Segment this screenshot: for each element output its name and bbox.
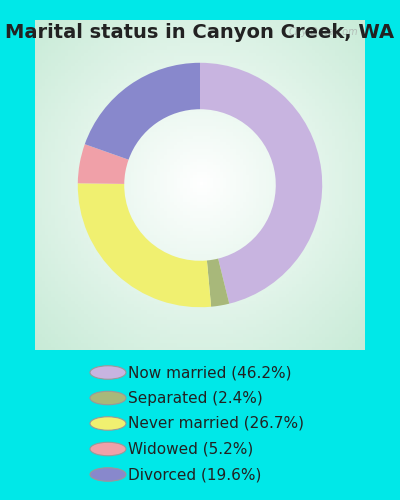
Circle shape xyxy=(90,468,126,481)
Wedge shape xyxy=(207,258,229,306)
Text: Widowed (5.2%): Widowed (5.2%) xyxy=(128,442,253,456)
Text: City-Data.com: City-Data.com xyxy=(289,26,358,36)
Wedge shape xyxy=(200,63,322,304)
Wedge shape xyxy=(78,184,211,307)
Text: Marital status in Canyon Creek, WA: Marital status in Canyon Creek, WA xyxy=(6,22,394,42)
Text: Separated (2.4%): Separated (2.4%) xyxy=(128,390,263,406)
Circle shape xyxy=(90,442,126,456)
Wedge shape xyxy=(85,63,200,160)
Circle shape xyxy=(90,391,126,405)
Circle shape xyxy=(90,366,126,379)
Wedge shape xyxy=(78,144,128,184)
Text: Never married (26.7%): Never married (26.7%) xyxy=(128,416,304,431)
Text: Divorced (19.6%): Divorced (19.6%) xyxy=(128,467,261,482)
Circle shape xyxy=(90,417,126,430)
Text: Now married (46.2%): Now married (46.2%) xyxy=(128,365,292,380)
